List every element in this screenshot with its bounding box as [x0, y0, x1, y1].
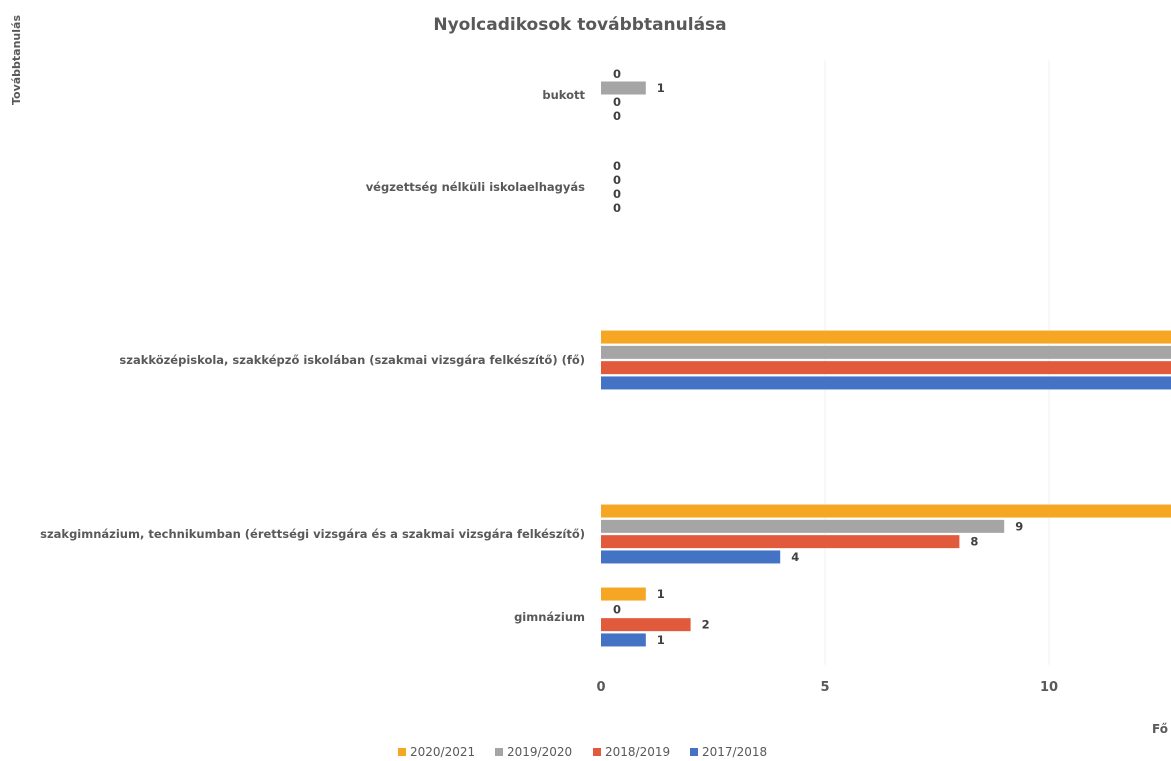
y-axis-label: Továbbtanulás: [10, 15, 23, 105]
data-label: 0: [613, 159, 621, 173]
data-label: 4: [791, 550, 799, 564]
legend-swatch: [398, 748, 406, 756]
category-label: gimnázium: [514, 610, 585, 624]
legend-label: 2019/2020: [507, 745, 572, 759]
data-label: 1: [657, 633, 665, 647]
legend-swatch: [690, 748, 698, 756]
legend-label: 2017/2018: [702, 745, 767, 759]
bar: [601, 81, 646, 95]
data-label: 0: [613, 109, 621, 123]
data-label: 0: [613, 201, 621, 215]
bar: [601, 587, 646, 601]
bar: [601, 519, 1005, 533]
category-label: végzettség nélküli iskolaelhagyás: [366, 180, 585, 194]
legend-label: 2020/2021: [410, 745, 475, 759]
data-label: 8: [970, 535, 978, 549]
data-labels: 0100000019151320149841021: [613, 67, 1023, 647]
x-axis-label: Fő: [1152, 722, 1168, 736]
data-label: 2: [702, 618, 710, 632]
bar: [601, 550, 781, 564]
x-tick-label: 5: [820, 680, 829, 695]
bar: [601, 376, 1171, 390]
x-tick-label: 10: [1040, 680, 1058, 695]
legend: 2020/2021 2019/2020 2018/2019 2017/2018: [398, 745, 767, 759]
data-label: 0: [613, 173, 621, 187]
chart-title: Nyolcadikosok továbbtanulása: [433, 15, 726, 35]
x-tick-label: 0: [596, 680, 605, 695]
bar: [601, 361, 1171, 375]
bars: [601, 81, 1171, 647]
data-label: 0: [613, 187, 621, 201]
bar: [601, 535, 960, 549]
bar: [601, 618, 691, 632]
data-label: 9: [1015, 519, 1023, 533]
category-label: bukott: [542, 88, 585, 102]
x-ticks: 0510152025: [596, 680, 1058, 695]
bar: [601, 330, 1171, 344]
data-label: 1: [657, 587, 665, 601]
data-label: 1: [657, 81, 665, 95]
legend-swatch: [495, 748, 503, 756]
legend-swatch: [593, 748, 601, 756]
data-label: 0: [613, 95, 621, 109]
category-label: szakgimnázium, technikumban (érettségi v…: [40, 527, 585, 541]
data-label: 0: [613, 602, 621, 616]
bar: [601, 504, 1171, 518]
bar: [601, 633, 646, 647]
category-labels: bukott végzettség nélküli iskolaelhagyás s…: [40, 88, 585, 624]
legend-label: 2018/2019: [605, 745, 670, 759]
data-label: 0: [613, 67, 621, 81]
bar: [601, 345, 1171, 359]
category-label: szakközépiskola, szakképző iskolában (sz…: [119, 353, 585, 367]
